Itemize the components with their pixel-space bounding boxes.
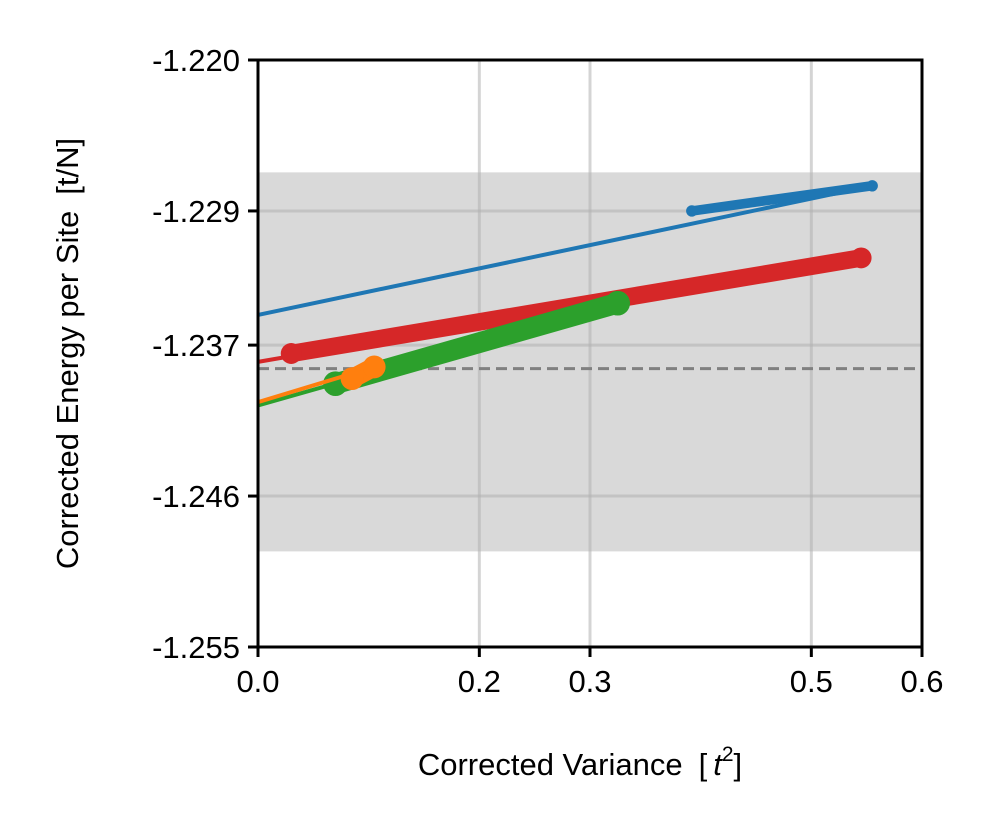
series-0-points [687, 180, 878, 216]
series-3 [257, 355, 386, 405]
x-tick-label: 0.5 [790, 664, 833, 699]
series-1-point [280, 343, 302, 364]
x-tick-label: 0.0 [236, 664, 279, 699]
series-3-point [362, 355, 386, 379]
x-tick-label: 0.6 [900, 664, 943, 699]
y-tick-label: -1.220 [152, 43, 240, 78]
x-axis-label: Corrected Variance[t2] [418, 743, 742, 782]
ticks: 0.0 0.2 0.3 0.5 0.6 -1.220 -1.229 -1.237 -1.246 -… [152, 43, 943, 699]
series-3-point [340, 367, 364, 391]
series-0-point [686, 205, 698, 217]
y-tick-label: -1.229 [152, 194, 240, 229]
data-marks [257, 180, 922, 408]
x-tick-label: 0.3 [568, 664, 611, 699]
y-axis-label: Corrected Energy per Site[t/N] [50, 138, 85, 569]
series-0 [257, 180, 878, 317]
y-tick-label: -1.237 [152, 328, 240, 363]
series-0-point [866, 180, 878, 192]
x-tick-label: 0.2 [458, 664, 501, 699]
y-tick-label: -1.255 [152, 630, 240, 665]
series-2-point [605, 290, 631, 316]
series-0-fit-line [257, 183, 873, 317]
series-1-point [850, 247, 872, 269]
y-tick-label: -1.246 [152, 479, 240, 514]
